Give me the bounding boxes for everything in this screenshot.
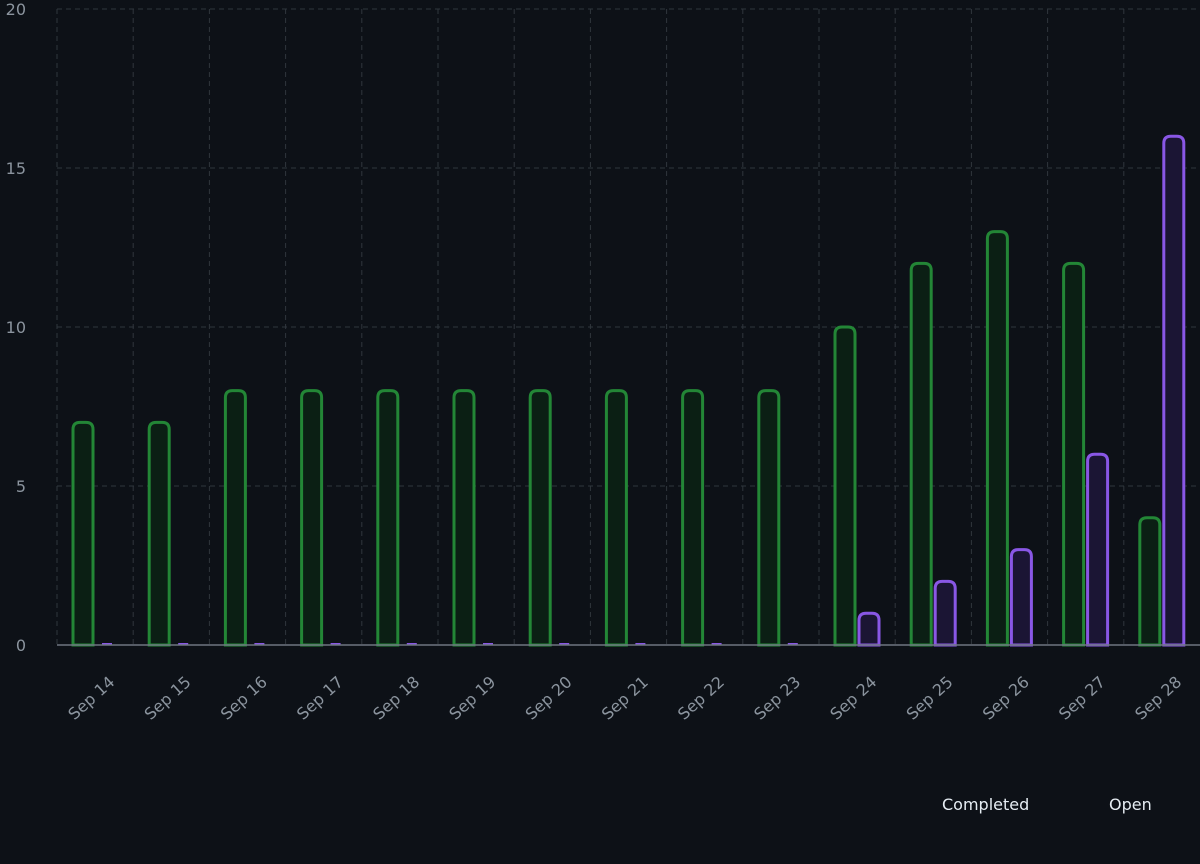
- legend-open[interactable]: Open: [1109, 795, 1152, 814]
- bar-completed: [833, 325, 857, 647]
- x-tick-label: Sep 23: [750, 672, 804, 723]
- bar-open: [1086, 452, 1110, 647]
- x-tick-label: Sep 16: [217, 672, 271, 723]
- bar-completed: [909, 261, 933, 647]
- bar-open: [933, 579, 957, 647]
- bar-completed: [300, 389, 324, 647]
- y-tick-label: 15: [6, 159, 26, 178]
- bar-completed: [604, 389, 628, 647]
- bar-completed: [1138, 516, 1162, 647]
- bar-completed: [681, 389, 705, 647]
- y-tick-label: 5: [16, 477, 26, 496]
- bar-open: [1162, 134, 1186, 647]
- y-tick-label: 0: [16, 636, 26, 655]
- bar-completed: [223, 389, 247, 647]
- y-tick-label: 20: [6, 0, 26, 19]
- x-tick-label: Sep 25: [903, 672, 957, 723]
- x-tick-label: Sep 19: [445, 672, 499, 723]
- bar-open: [857, 611, 881, 647]
- x-tick-label: Sep 20: [522, 672, 576, 723]
- bar-completed: [376, 389, 400, 647]
- legend: Completed Open: [0, 795, 1200, 819]
- bar-completed: [985, 230, 1009, 647]
- legend-completed[interactable]: Completed: [942, 795, 1030, 814]
- y-tick-label: 10: [6, 318, 26, 337]
- bar-completed: [757, 389, 781, 647]
- x-tick-label: Sep 14: [64, 672, 118, 723]
- x-tick-label: Sep 28: [1131, 672, 1185, 723]
- x-tick-label: Sep 22: [674, 672, 728, 723]
- x-tick-label: Sep 21: [598, 672, 652, 723]
- x-tick-label: Sep 24: [826, 672, 880, 723]
- bar-completed: [528, 389, 552, 647]
- bar-completed: [71, 420, 95, 647]
- bar-completed: [452, 389, 476, 647]
- bar-completed: [147, 420, 171, 647]
- bar-open: [1009, 548, 1033, 647]
- x-tick-label: Sep 27: [1055, 672, 1109, 723]
- x-tick-label: Sep 15: [141, 672, 195, 723]
- x-tick-label: Sep 18: [369, 672, 423, 723]
- x-tick-label: Sep 17: [293, 672, 347, 723]
- x-tick-label: Sep 26: [979, 672, 1033, 723]
- bar-completed: [1062, 261, 1086, 647]
